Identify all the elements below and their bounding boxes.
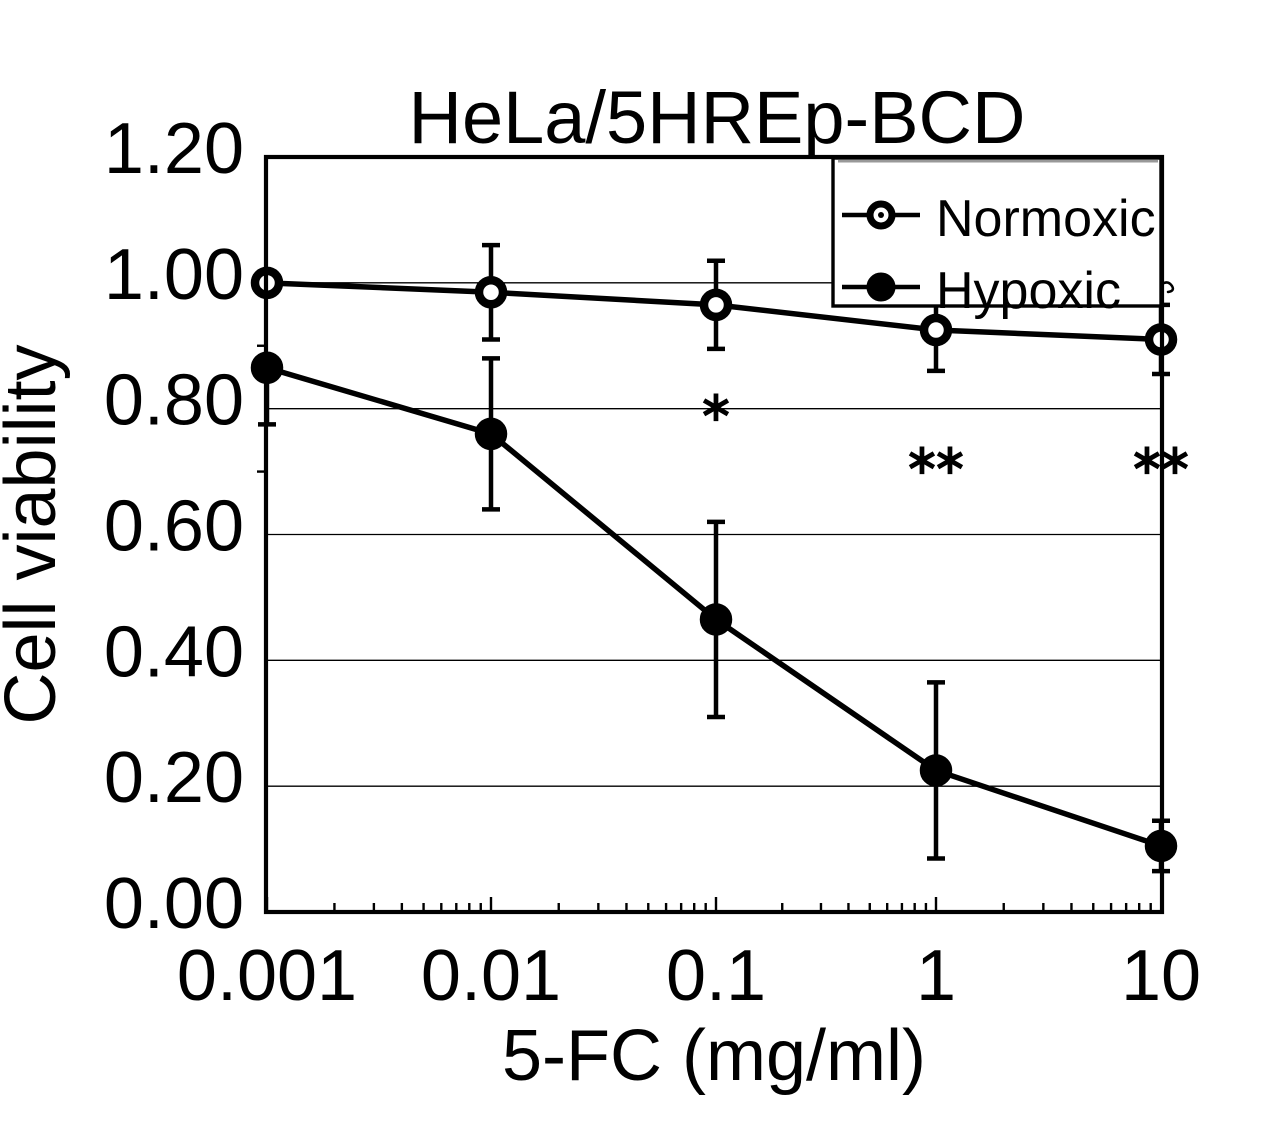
svg-text:∗: ∗ <box>698 383 733 430</box>
svg-text:∗: ∗ <box>932 436 967 483</box>
svg-text:0.00: 0.00 <box>104 864 244 944</box>
svg-text:Normoxic: Normoxic <box>936 190 1156 248</box>
svg-text:10: 10 <box>1121 936 1201 1016</box>
svg-text:∗: ∗ <box>1157 436 1192 483</box>
svg-text:Cell viability: Cell viability <box>0 344 71 724</box>
svg-text:1: 1 <box>916 936 956 1016</box>
svg-text:0.1: 0.1 <box>666 936 766 1016</box>
svg-text:Hypoxic: Hypoxic <box>936 262 1121 320</box>
svg-text:1.20: 1.20 <box>104 109 244 189</box>
svg-text:1.00: 1.00 <box>104 235 244 315</box>
svg-text:HeLa/5HREp-BCD: HeLa/5HREp-BCD <box>409 76 1026 159</box>
svg-text:0.20: 0.20 <box>104 738 244 818</box>
svg-text:0.80: 0.80 <box>104 361 244 441</box>
svg-text:5-FC (mg/ml): 5-FC (mg/ml) <box>502 1016 926 1096</box>
svg-text:0.001: 0.001 <box>177 936 357 1016</box>
svg-text:0.01: 0.01 <box>421 936 561 1016</box>
svg-text:0.40: 0.40 <box>104 612 244 692</box>
svg-text:0.60: 0.60 <box>104 487 244 567</box>
